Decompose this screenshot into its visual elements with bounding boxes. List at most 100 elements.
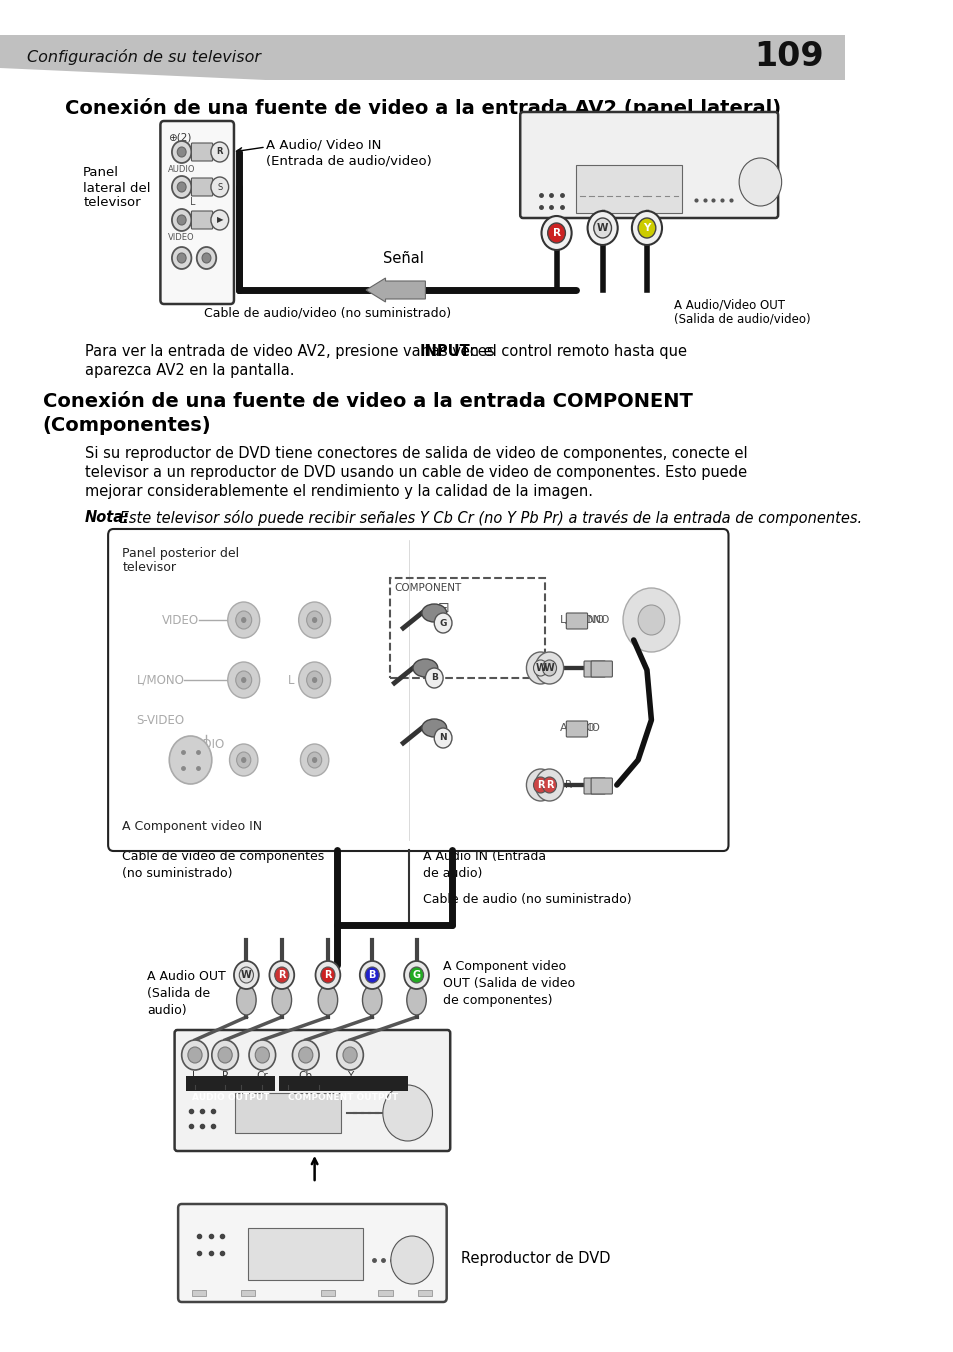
Text: Configuración de su televisor: Configuración de su televisor: [27, 49, 260, 65]
FancyArrow shape: [366, 279, 425, 301]
Circle shape: [249, 1040, 275, 1069]
Circle shape: [526, 652, 555, 684]
Text: N: N: [438, 734, 446, 742]
Text: VIDEO: VIDEO: [169, 233, 194, 242]
FancyBboxPatch shape: [160, 120, 233, 304]
Text: W: W: [535, 662, 545, 673]
Ellipse shape: [421, 719, 446, 737]
FancyBboxPatch shape: [108, 529, 728, 850]
Text: R: R: [277, 969, 285, 980]
Circle shape: [631, 211, 661, 245]
Text: W: W: [543, 662, 555, 673]
FancyBboxPatch shape: [591, 777, 612, 794]
Text: aparezca AV2 en la pantalla.: aparezca AV2 en la pantalla.: [85, 362, 294, 379]
Circle shape: [343, 1046, 356, 1063]
Text: televisor: televisor: [122, 561, 176, 575]
Text: de componentes): de componentes): [442, 994, 552, 1007]
Text: AUDIO: AUDIO: [186, 738, 225, 752]
Circle shape: [312, 757, 317, 763]
Text: R: R: [201, 753, 210, 767]
FancyBboxPatch shape: [192, 143, 213, 161]
Circle shape: [425, 668, 442, 688]
Text: Reproductor de DVD: Reproductor de DVD: [460, 1251, 610, 1265]
Text: R: R: [324, 969, 332, 980]
Circle shape: [293, 1040, 318, 1069]
Text: G: G: [439, 618, 446, 627]
Circle shape: [404, 961, 429, 990]
Circle shape: [255, 1046, 269, 1063]
Text: Panel
lateral del
televisor: Panel lateral del televisor: [83, 166, 151, 210]
Text: ▶: ▶: [216, 215, 223, 224]
Text: B: B: [368, 969, 375, 980]
Text: Y: Y: [347, 1071, 353, 1082]
Circle shape: [196, 247, 216, 269]
Text: Si su reproductor de DVD tiene conectores de salida de video de componentes, con: Si su reproductor de DVD tiene conectore…: [85, 446, 747, 461]
Text: R: R: [221, 1071, 229, 1082]
Bar: [320, 1290, 335, 1297]
Text: Equipo de video: Equipo de video: [565, 111, 677, 124]
Text: Señal: Señal: [382, 251, 423, 266]
Text: L: L: [190, 197, 194, 207]
Text: COMPONENT OUTPUT: COMPONENT OUTPUT: [288, 1094, 397, 1102]
Circle shape: [177, 253, 186, 264]
Circle shape: [241, 757, 246, 763]
Text: S-VIDEO: S-VIDEO: [136, 714, 184, 726]
Circle shape: [211, 210, 229, 230]
Text: Y: Y: [642, 223, 650, 233]
Text: Este televisor sólo puede recibir señales Y Cb Cr (no Y Pb Pr) a través de la en: Este televisor sólo puede recibir señale…: [115, 510, 862, 526]
Text: AUDIO: AUDIO: [559, 723, 596, 733]
Text: A Audio/ Video IN: A Audio/ Video IN: [266, 138, 381, 151]
Circle shape: [172, 176, 192, 197]
Text: (Salida de audio/video): (Salida de audio/video): [673, 312, 809, 324]
FancyBboxPatch shape: [192, 211, 213, 228]
Bar: [417, 1290, 432, 1297]
Ellipse shape: [413, 658, 437, 677]
Circle shape: [535, 652, 563, 684]
Text: (Entrada de audio/video): (Entrada de audio/video): [266, 154, 431, 168]
Text: A Component video IN: A Component video IN: [122, 821, 262, 833]
Text: R: R: [545, 780, 553, 790]
Text: televisor a un reproductor de DVD usando un cable de video de componentes. Esto : televisor a un reproductor de DVD usando…: [85, 465, 746, 480]
Circle shape: [298, 662, 331, 698]
Circle shape: [274, 967, 289, 983]
Bar: [390, 579, 544, 677]
Text: 109: 109: [754, 41, 823, 73]
Bar: [576, 165, 681, 214]
Text: L: L: [192, 1071, 197, 1082]
Circle shape: [434, 612, 452, 633]
Circle shape: [336, 1040, 363, 1069]
Circle shape: [241, 677, 246, 683]
Ellipse shape: [362, 986, 381, 1015]
Text: L/MONO: L/MONO: [136, 673, 184, 687]
Polygon shape: [0, 35, 844, 80]
Text: R: R: [216, 147, 223, 157]
Text: L: L: [287, 673, 294, 687]
Circle shape: [235, 611, 252, 629]
Circle shape: [172, 141, 192, 164]
Circle shape: [300, 744, 329, 776]
Circle shape: [233, 961, 258, 990]
Circle shape: [434, 727, 452, 748]
Text: R: R: [189, 147, 195, 158]
Text: S: S: [217, 183, 222, 192]
Text: R: R: [552, 228, 560, 238]
Text: ⊟: ⊟: [436, 602, 449, 615]
Circle shape: [169, 735, 212, 784]
Text: R: R: [537, 780, 544, 790]
Circle shape: [235, 671, 252, 690]
Text: A Component video: A Component video: [442, 960, 566, 973]
Circle shape: [211, 142, 229, 162]
Text: VIDEO: VIDEO: [162, 614, 199, 626]
Bar: [279, 1076, 407, 1091]
Bar: [234, 1092, 341, 1133]
Text: Cb: Cb: [298, 1071, 313, 1082]
Text: A Audio/Video OUT: A Audio/Video OUT: [673, 297, 783, 311]
Circle shape: [188, 1046, 202, 1063]
Circle shape: [202, 253, 211, 264]
Text: AUDIO: AUDIO: [567, 723, 600, 733]
Text: AUDIO: AUDIO: [169, 165, 195, 174]
Text: W: W: [597, 223, 608, 233]
Circle shape: [181, 1040, 208, 1069]
Circle shape: [535, 769, 563, 800]
Circle shape: [409, 967, 423, 983]
